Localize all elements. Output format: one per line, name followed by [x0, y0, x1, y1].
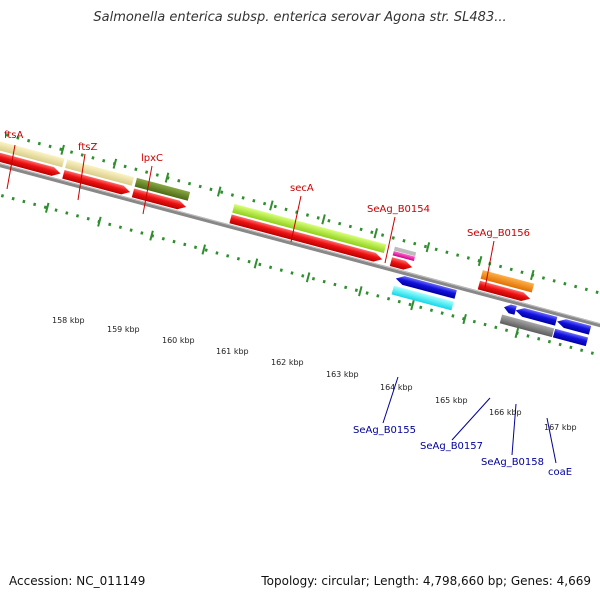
accession-text: Accession: NC_011149 — [9, 574, 146, 588]
cog-box-SeAg_B0154-b[interactable] — [392, 251, 416, 262]
cds-arrow-ftsZ[interactable] — [62, 169, 131, 196]
kbp-label-158: 158 kbp — [52, 316, 85, 325]
reverse-tick-track — [0, 182, 600, 372]
forward-tick-track — [0, 124, 600, 314]
cds-arrow-SeAg_B0155[interactable] — [395, 274, 457, 299]
kbp-ruler-labels: 158 kbp 159 kbp 160 kbp 161 kbp 162 kbp … — [52, 316, 577, 432]
cds-arrow-lpxC[interactable] — [131, 188, 187, 212]
kbp-label-165: 165 kbp — [435, 396, 468, 405]
genome-backbone — [0, 154, 600, 344]
kbp-label-159: 159 kbp — [107, 325, 140, 334]
gene-label-secA[interactable]: secA — [290, 183, 314, 194]
forward-leader-lines — [6, 144, 495, 289]
cds-arrow-ftsA[interactable] — [0, 147, 62, 178]
cog-box-SeAg_B0154-a[interactable] — [393, 246, 417, 257]
map-rotated-group — [0, 124, 600, 372]
kbp-label-160: 160 kbp — [162, 336, 195, 345]
cds-arrow-SeAg_B0157-small[interactable] — [503, 303, 517, 315]
kbp-label-166: 166 kbp — [489, 408, 522, 417]
cog-box-SeAg_B0156[interactable] — [480, 270, 535, 293]
cog-box-SeAg_B0155[interactable] — [391, 285, 454, 311]
cog-box-ftsZ[interactable] — [65, 159, 135, 186]
kbp-label-162: 162 kbp — [271, 358, 304, 367]
reverse-major-ticks — [44, 202, 520, 339]
forward-major-ticks — [60, 144, 535, 281]
kbp-label-167: 167 kbp — [544, 423, 577, 432]
gene-label-SeAg_B0155[interactable]: SeAg_B0155 — [353, 425, 416, 436]
cds-arrow-SeAg_B0154[interactable] — [389, 257, 414, 271]
gene-label-lpxC[interactable]: lpxC — [141, 153, 163, 164]
cog-box-SeAg_B0158[interactable] — [499, 314, 555, 338]
cds-arrow-secA[interactable] — [229, 214, 383, 264]
gene-label-ftsZ[interactable]: ftsZ — [78, 142, 97, 153]
reverse-leader-lines — [382, 376, 557, 464]
gene-label-ftsA[interactable]: ftsA — [4, 130, 23, 141]
backbone-highlight — [0, 154, 600, 341]
gene-label-SeAg_B0154[interactable]: SeAg_B0154 — [367, 204, 430, 215]
cds-arrow-SeAg_B0156[interactable] — [477, 280, 532, 303]
cog-box-ftsA[interactable] — [0, 136, 65, 168]
kbp-label-161: 161 kbp — [216, 347, 249, 356]
gene-label-SeAg_B0157[interactable]: SeAg_B0157 — [420, 441, 483, 452]
map-title: Salmonella enterica subsp. enterica sero… — [93, 10, 507, 25]
topology-text: Topology: circular; Length: 4,798,660 bp… — [261, 574, 591, 588]
kbp-label-163: 163 kbp — [326, 370, 359, 379]
reverse-gene-labels: SeAg_B0155 SeAg_B0157 SeAg_B0158 coaE — [353, 425, 572, 478]
cds-arrow-SeAg_B0158[interactable] — [556, 317, 592, 335]
forward-gene-labels: ftsA ftsZ lpxC secA SeAg_B0154 SeAg_B015… — [4, 130, 530, 239]
kbp-label-164: 164 kbp — [380, 383, 413, 392]
gene-label-SeAg_B0156[interactable]: SeAg_B0156 — [467, 228, 530, 239]
gene-label-SeAg_B0158[interactable]: SeAg_B0158 — [481, 457, 544, 468]
cog-box-secA[interactable] — [232, 203, 387, 254]
gene-label-coaE[interactable]: coaE — [548, 467, 572, 478]
cds-arrow-SeAg_B0157[interactable] — [514, 306, 558, 326]
cds-arrow-coaE[interactable] — [552, 328, 589, 347]
